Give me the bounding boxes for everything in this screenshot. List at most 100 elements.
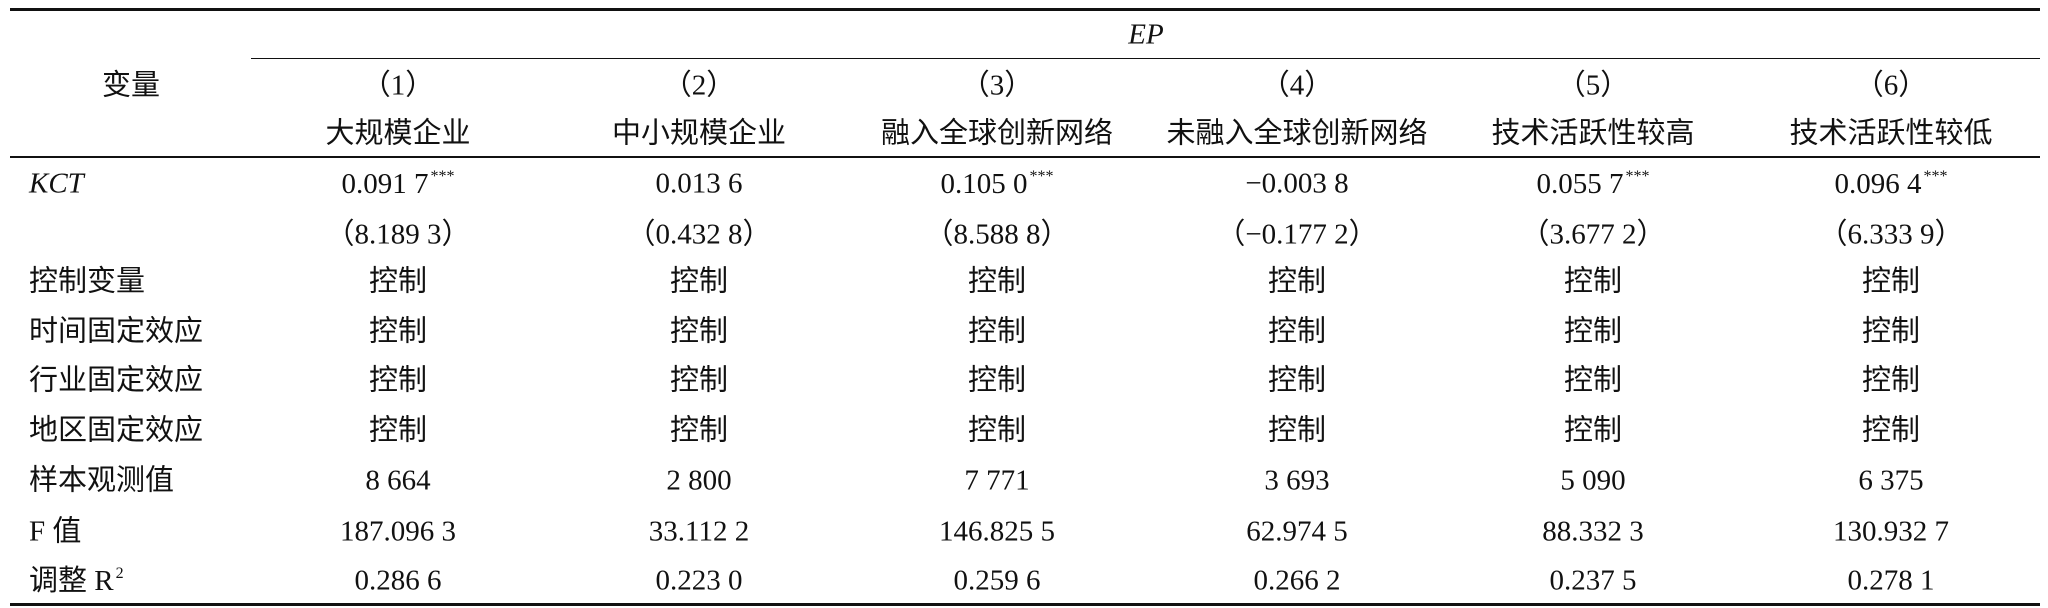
cell: 控制 bbox=[967, 364, 1027, 397]
cell: 控制 bbox=[669, 414, 729, 447]
cell: 控制 bbox=[1563, 414, 1623, 447]
row-label-text: 控制变量 bbox=[29, 265, 146, 298]
cell: 控制 bbox=[967, 414, 1027, 447]
cell-value: 0.096 4 bbox=[1834, 168, 1922, 200]
column-label: 未融入全球创新网络 bbox=[1166, 117, 1428, 150]
column-number: （5） bbox=[1556, 69, 1630, 102]
cell: 控制 bbox=[368, 265, 428, 298]
cell: 3 693 bbox=[1264, 464, 1330, 497]
row-label: 样本观测值 bbox=[29, 464, 175, 497]
column-number: （3） bbox=[960, 69, 1034, 102]
cell: 8 664 bbox=[365, 464, 431, 497]
cell: 5 090 bbox=[1560, 464, 1626, 497]
cell: 控制 bbox=[1267, 265, 1327, 298]
bottom-rule bbox=[10, 603, 2040, 606]
cell: 0.259 6 bbox=[953, 564, 1041, 597]
cell: 2 800 bbox=[666, 464, 732, 497]
column-number: （4） bbox=[1260, 69, 1334, 102]
cell: 62.974 5 bbox=[1246, 515, 1348, 548]
cell: 控制 bbox=[1861, 364, 1921, 397]
cell: 控制 bbox=[1861, 265, 1921, 298]
cell: 0.286 6 bbox=[354, 564, 442, 597]
cell: 控制 bbox=[1267, 414, 1327, 447]
cell: 0.091 7 *** bbox=[342, 169, 455, 199]
group-header: EP bbox=[1128, 18, 1164, 51]
header-rule bbox=[10, 156, 2040, 158]
cell: 控制 bbox=[1563, 315, 1623, 348]
group-rule bbox=[251, 58, 2040, 59]
row-label: 时间固定效应 bbox=[29, 315, 204, 348]
cell: 控制 bbox=[967, 265, 1027, 298]
cell: 控制 bbox=[1563, 265, 1623, 298]
cell-value: 0.055 7 bbox=[1536, 168, 1624, 200]
column-label: 技术活跃性较高 bbox=[1491, 117, 1695, 150]
column-number: （2） bbox=[662, 69, 736, 102]
cell: 0.223 0 bbox=[655, 564, 743, 597]
cell-value: 0.105 0 bbox=[940, 168, 1028, 200]
significance-stars: *** bbox=[430, 168, 455, 185]
top-rule bbox=[10, 8, 2040, 11]
cell: 控制 bbox=[368, 315, 428, 348]
row-label-text: 时间固定效应 bbox=[29, 315, 204, 348]
column-number: （6） bbox=[1854, 69, 1928, 102]
cell: 130.932 7 bbox=[1833, 515, 1949, 548]
cell: 控制 bbox=[669, 364, 729, 397]
row-label: 地区固定效应 bbox=[29, 414, 204, 447]
cell: 0.237 5 bbox=[1549, 564, 1637, 597]
column-number: （1） bbox=[361, 69, 435, 102]
cell-value: 0.091 7 bbox=[341, 168, 429, 200]
row-label-superscript: 2 bbox=[115, 565, 124, 582]
cell: 控制 bbox=[1563, 364, 1623, 397]
column-label: 大规模企业 bbox=[325, 117, 471, 150]
cell: 146.825 5 bbox=[939, 515, 1055, 548]
row-label: 行业固定效应 bbox=[29, 364, 204, 397]
cell: （8.189 3） bbox=[325, 218, 471, 251]
cell: −0.003 8 bbox=[1245, 167, 1349, 200]
row-label: F 值 bbox=[29, 515, 82, 548]
row-label: KCT bbox=[29, 167, 84, 200]
cell: 控制 bbox=[669, 265, 729, 298]
row-label-text: F 值 bbox=[29, 515, 82, 548]
cell: 控制 bbox=[1861, 414, 1921, 447]
cell: 6 375 bbox=[1858, 464, 1924, 497]
cell: （6.333 9） bbox=[1818, 218, 1964, 251]
row-label-text: 调整 R bbox=[29, 565, 114, 597]
significance-stars: *** bbox=[1923, 168, 1948, 185]
column-label: 技术活跃性较低 bbox=[1789, 117, 1993, 150]
variable-header: 变量 bbox=[101, 69, 161, 102]
cell-value: 0.013 6 bbox=[655, 167, 743, 200]
cell: （0.432 8） bbox=[626, 218, 772, 251]
cell: 0.278 1 bbox=[1847, 564, 1935, 597]
cell: 33.112 2 bbox=[648, 515, 750, 548]
cell: （−0.177 2） bbox=[1216, 218, 1378, 251]
row-label-text: 地区固定效应 bbox=[29, 414, 204, 447]
column-label: 中小规模企业 bbox=[611, 117, 787, 150]
significance-stars: *** bbox=[1625, 168, 1650, 185]
cell: 控制 bbox=[967, 315, 1027, 348]
row-label-text: 样本观测值 bbox=[29, 464, 175, 497]
cell: （3.677 2） bbox=[1520, 218, 1666, 251]
cell: 控制 bbox=[1267, 315, 1327, 348]
cell: （8.588 8） bbox=[924, 218, 1070, 251]
row-label-text: KCT bbox=[29, 167, 84, 200]
cell: 0.266 2 bbox=[1253, 564, 1341, 597]
cell-value: −0.003 8 bbox=[1245, 167, 1349, 200]
row-label: 控制变量 bbox=[29, 265, 146, 298]
cell: 0.096 4 *** bbox=[1835, 169, 1948, 199]
column-label: 融入全球创新网络 bbox=[880, 117, 1114, 150]
cell: 控制 bbox=[1267, 364, 1327, 397]
cell: 7 771 bbox=[964, 464, 1030, 497]
cell: 控制 bbox=[1861, 315, 1921, 348]
cell: 88.332 3 bbox=[1542, 515, 1644, 548]
row-label-text: 行业固定效应 bbox=[29, 364, 204, 397]
cell: 0.105 0 *** bbox=[941, 169, 1054, 199]
cell: 0.055 7 *** bbox=[1537, 169, 1650, 199]
cell: 控制 bbox=[669, 315, 729, 348]
cell: 控制 bbox=[368, 364, 428, 397]
cell: 0.013 6 bbox=[655, 167, 743, 200]
cell: 187.096 3 bbox=[340, 515, 456, 548]
cell: 控制 bbox=[368, 414, 428, 447]
significance-stars: *** bbox=[1029, 168, 1054, 185]
